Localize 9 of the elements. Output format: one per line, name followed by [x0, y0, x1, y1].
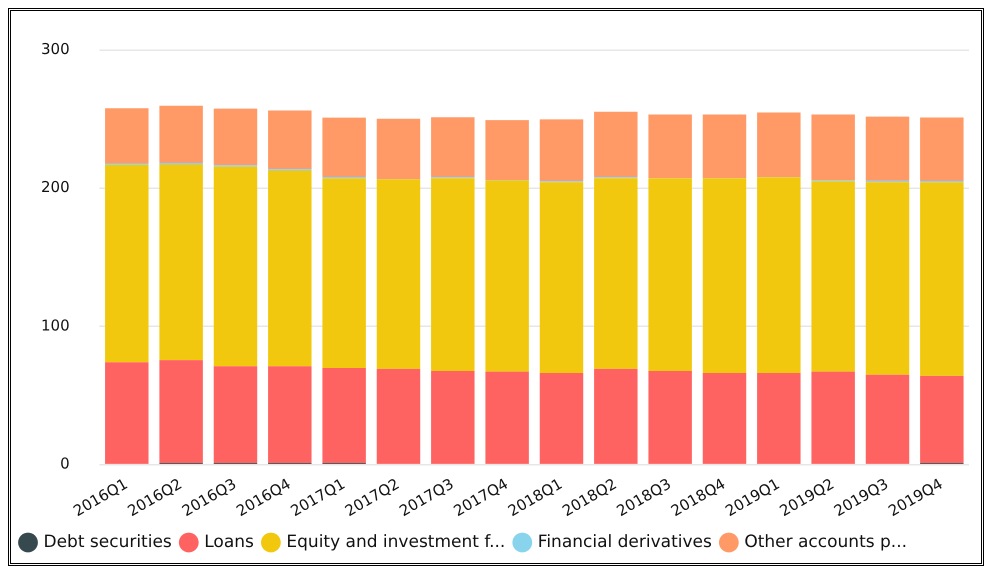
- y-tick-label: 100: [40, 316, 70, 334]
- legend-label: Debt securities: [44, 532, 172, 552]
- legend-label: Financial derivatives: [538, 532, 712, 552]
- legend-label: Loans: [204, 532, 254, 552]
- y-tick-label: 200: [40, 178, 70, 196]
- legend-label: Equity and investment f...: [286, 532, 506, 552]
- y-tick-label: 0: [60, 454, 70, 473]
- legend-label: Other accounts p...: [744, 532, 908, 552]
- y-tick-label: 300: [40, 40, 70, 58]
